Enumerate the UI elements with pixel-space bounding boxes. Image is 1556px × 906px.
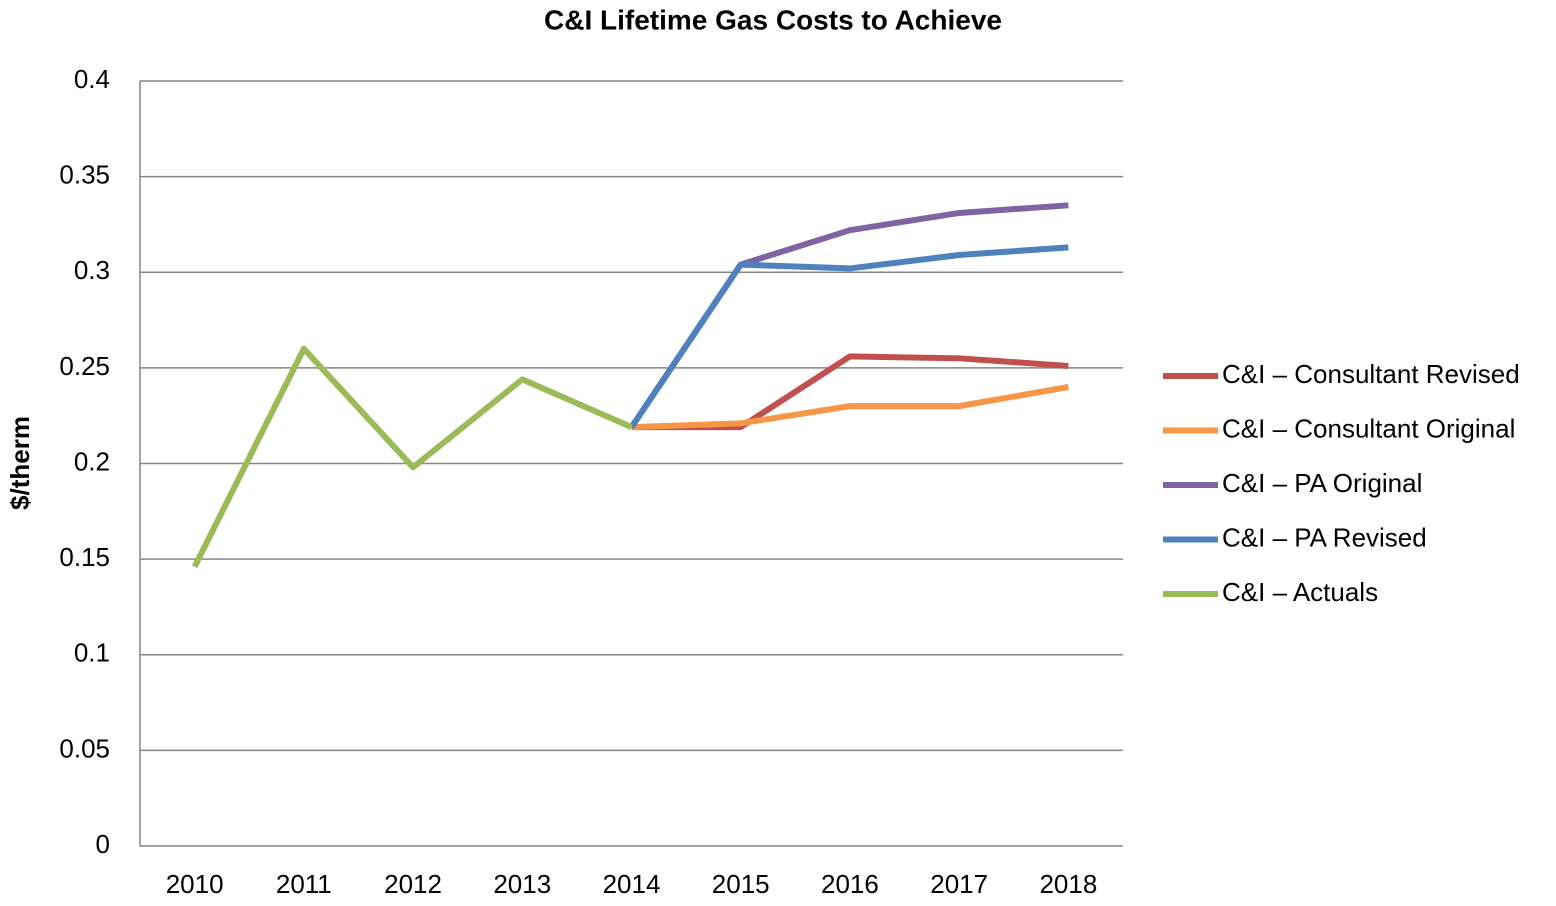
- x-tick-label: 2018: [1039, 869, 1097, 899]
- y-tick-label: 0.05: [59, 733, 110, 763]
- chart-title: C&I Lifetime Gas Costs to Achieve: [544, 4, 1002, 35]
- y-tick-label: 0.25: [59, 351, 110, 381]
- x-tick-label: 2012: [384, 869, 442, 899]
- series-line: [629, 244, 1069, 429]
- series-line: [631, 353, 1069, 431]
- legend-label: C&I – PA Original: [1222, 468, 1422, 498]
- x-tick-label: 2015: [712, 869, 770, 899]
- x-tick-label: 2014: [603, 869, 661, 899]
- y-tick-label: 0.4: [74, 64, 110, 94]
- y-tick-label: 0.1: [74, 638, 110, 668]
- series-line: [629, 202, 1069, 429]
- y-tick-label: 0.35: [59, 160, 110, 190]
- y-tick-label: 0: [96, 829, 110, 859]
- series-line: [191, 345, 633, 569]
- y-axis-label: $/therm: [5, 416, 35, 510]
- legend-label: C&I – PA Revised: [1222, 522, 1427, 552]
- series-line: [631, 384, 1069, 431]
- y-tick-label: 0.2: [74, 446, 110, 476]
- legend-label: C&I – Consultant Original: [1222, 413, 1515, 443]
- x-tick-label: 2010: [166, 869, 224, 899]
- legend-label: C&I – Actuals: [1222, 577, 1378, 607]
- x-tick-label: 2011: [276, 869, 332, 899]
- x-tick-label: 2017: [930, 869, 988, 899]
- y-tick-label: 0.15: [59, 542, 110, 572]
- y-tick-label: 0.3: [74, 255, 110, 285]
- x-tick-label: 2013: [493, 869, 551, 899]
- x-tick-label: 2016: [821, 869, 879, 899]
- legend-label: C&I – Consultant Revised: [1222, 359, 1520, 389]
